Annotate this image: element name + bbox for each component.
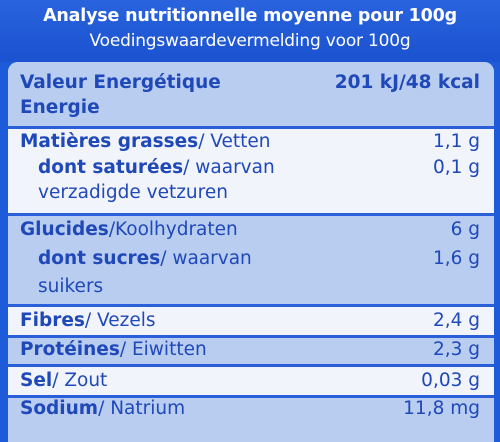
protein-label-nl: / Eiwitten bbox=[119, 339, 207, 360]
energy-label-fr: Valeur Energétique bbox=[20, 72, 221, 93]
salt-label-fr: Sel bbox=[20, 370, 53, 391]
row-saturated: dont saturées/ waarvan verzadigde vetzur… bbox=[8, 155, 494, 213]
row-protein: Protéines/ Eiwitten 2,3 g bbox=[8, 338, 494, 364]
divider bbox=[8, 335, 494, 338]
fibre-label-nl: / Vezels bbox=[84, 310, 156, 331]
sugars-label-nl2: suikers bbox=[38, 276, 104, 297]
divider bbox=[8, 126, 494, 129]
fibre-value: 2,4 g bbox=[432, 310, 480, 331]
carbs-label-fr: Glucides bbox=[20, 219, 109, 240]
header-title-fr: Analyse nutritionnelle moyenne pour 100g bbox=[43, 6, 457, 26]
fat-label-nl: / Vetten bbox=[198, 131, 271, 152]
header-title-nl: Voedingswaardevermelding voor 100g bbox=[89, 31, 411, 51]
row-carbs: Glucides/Koolhydraten 6 g bbox=[8, 216, 494, 244]
table-header: Analyse nutritionnelle moyenne pour 100g… bbox=[0, 0, 500, 62]
fat-value: 1,1 g bbox=[432, 131, 480, 152]
row-fibre: Fibres/ Vezels 2,4 g bbox=[8, 307, 494, 335]
row-fat: Matières grasses/ Vetten 1,1 g bbox=[8, 129, 494, 155]
energy-value: 201 kJ/48 kcal bbox=[334, 72, 480, 93]
sodium-label-fr: Sodium bbox=[20, 398, 99, 419]
divider bbox=[8, 213, 494, 216]
row-sugars: dont sucres/ waarvan suikers 1,6 g bbox=[8, 244, 494, 304]
divider bbox=[8, 395, 494, 398]
sugars-value: 1,6 g bbox=[432, 248, 480, 269]
carbs-value: 6 g bbox=[450, 219, 480, 240]
nutrition-table: Valeur Energétique Energie 201 kJ/48 kca… bbox=[8, 62, 494, 442]
fibre-label-fr: Fibres bbox=[20, 310, 85, 331]
sodium-value: 11,8 mg bbox=[403, 398, 480, 419]
carbs-label-nl: /Koolhydraten bbox=[108, 219, 238, 240]
row-salt: Sel/ Zout 0,03 g bbox=[8, 367, 494, 395]
saturated-label-fr: dont saturées bbox=[38, 157, 184, 178]
protein-label-fr: Protéines bbox=[20, 339, 120, 360]
sugars-label-fr: dont sucres bbox=[38, 248, 161, 269]
energy-label-nl: Energie bbox=[20, 97, 100, 118]
divider bbox=[8, 304, 494, 307]
saturated-label-nl: / waarvan bbox=[183, 157, 275, 178]
sodium-label-nl: / Natrium bbox=[98, 398, 186, 419]
protein-value: 2,3 g bbox=[432, 339, 480, 360]
sugars-label-nl: / waarvan bbox=[160, 248, 252, 269]
saturated-value: 0,1 g bbox=[432, 157, 480, 178]
salt-label-nl: / Zout bbox=[52, 370, 108, 391]
row-sodium: Sodium/ Natrium 11,8 mg bbox=[8, 398, 494, 442]
row-energy: Valeur Energétique Energie 201 kJ/48 kca… bbox=[8, 62, 494, 126]
fat-label-fr: Matières grasses bbox=[20, 131, 199, 152]
salt-value: 0,03 g bbox=[421, 370, 480, 391]
saturated-label-nl2: verzadigde vetzuren bbox=[38, 182, 228, 203]
divider bbox=[8, 364, 494, 367]
